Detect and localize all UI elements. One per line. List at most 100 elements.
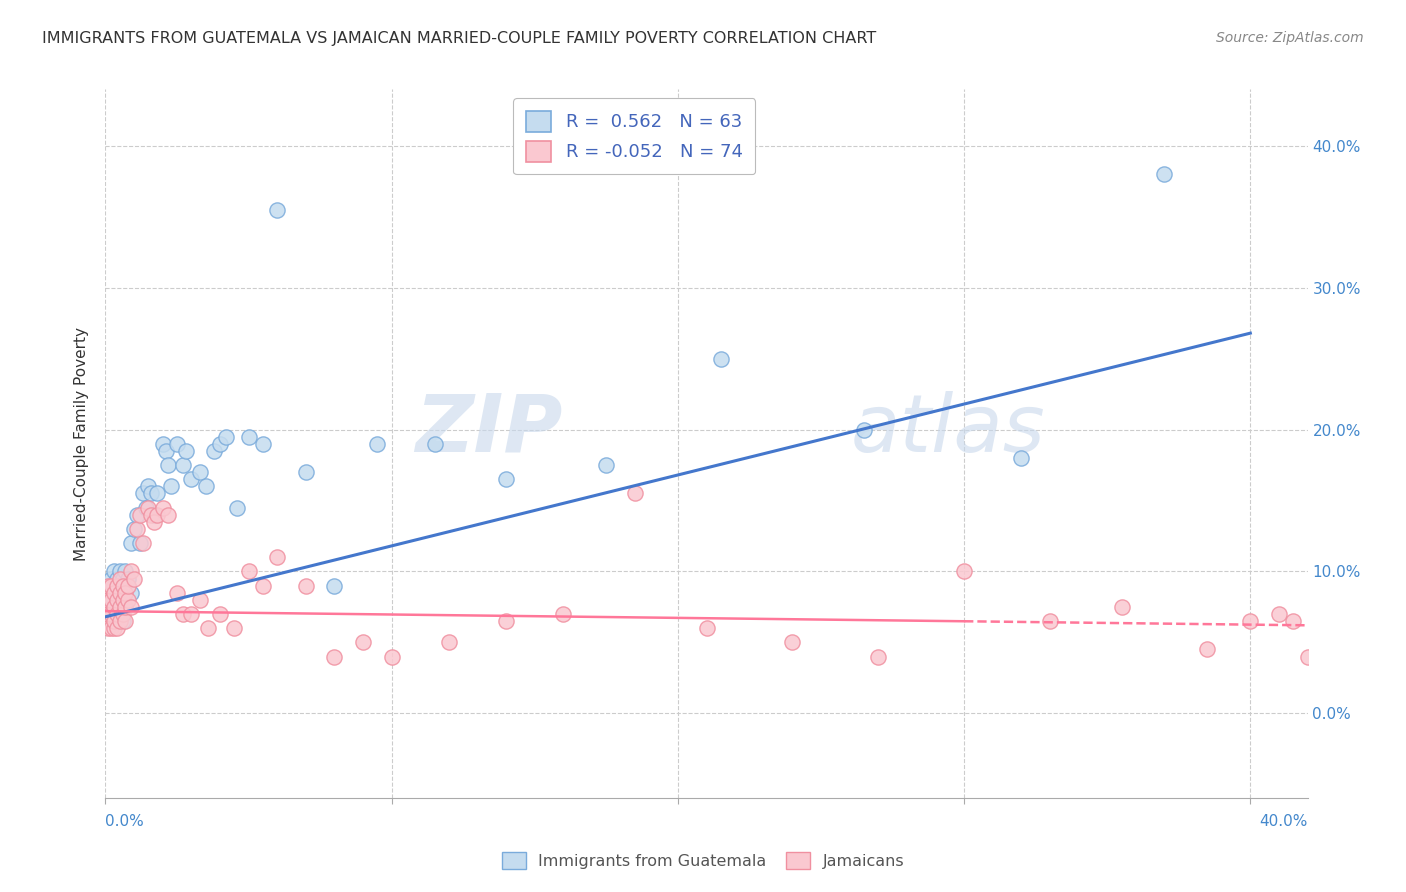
Point	[100, 621, 122, 635]
Point	[135, 500, 157, 515]
Point	[103, 599, 125, 614]
Text: 40.0%: 40.0%	[1260, 814, 1308, 829]
Point	[710, 351, 733, 366]
Text: Source: ZipAtlas.com: Source: ZipAtlas.com	[1216, 31, 1364, 45]
Point	[155, 443, 177, 458]
Point	[495, 614, 517, 628]
Point	[352, 635, 374, 649]
Point	[214, 430, 236, 444]
Point	[197, 621, 219, 635]
Point	[111, 614, 134, 628]
Point	[146, 508, 169, 522]
Point	[108, 614, 131, 628]
Point	[97, 607, 120, 621]
Point	[696, 621, 718, 635]
Point	[108, 572, 131, 586]
Point	[238, 430, 260, 444]
Point	[366, 436, 388, 450]
Point	[323, 649, 346, 664]
Point	[266, 202, 288, 217]
Point	[1268, 607, 1291, 621]
Point	[157, 458, 180, 472]
Point	[114, 599, 136, 614]
Point	[100, 572, 122, 586]
Point	[868, 649, 890, 664]
Point	[111, 572, 134, 586]
Point	[105, 607, 128, 621]
Point	[114, 565, 136, 579]
Point	[105, 621, 128, 635]
Point	[252, 578, 274, 592]
Point	[100, 599, 122, 614]
Point	[1348, 628, 1371, 642]
Point	[97, 578, 120, 592]
Point	[782, 635, 804, 649]
Point	[180, 472, 202, 486]
Point	[117, 578, 139, 592]
Text: ZIP: ZIP	[415, 391, 562, 468]
Point	[1310, 657, 1333, 671]
Point	[125, 522, 148, 536]
Text: 0.0%: 0.0%	[105, 814, 145, 829]
Point	[108, 592, 131, 607]
Point	[1197, 642, 1219, 657]
Point	[120, 599, 142, 614]
Point	[100, 585, 122, 599]
Point	[120, 585, 142, 599]
Point	[166, 436, 188, 450]
Point	[160, 479, 183, 493]
Point	[120, 565, 142, 579]
Point	[122, 572, 145, 586]
Point	[1296, 649, 1319, 664]
Point	[152, 500, 174, 515]
Point	[188, 465, 211, 479]
Point	[238, 565, 260, 579]
Point	[172, 458, 194, 472]
Point	[180, 607, 202, 621]
Point	[194, 479, 217, 493]
Point	[266, 550, 288, 565]
Point	[495, 472, 517, 486]
Point	[138, 500, 160, 515]
Point	[103, 585, 125, 599]
Point	[295, 465, 318, 479]
Point	[108, 585, 131, 599]
Point	[174, 443, 197, 458]
Point	[117, 578, 139, 592]
Text: IMMIGRANTS FROM GUATEMALA VS JAMAICAN MARRIED-COUPLE FAMILY POVERTY CORRELATION : IMMIGRANTS FROM GUATEMALA VS JAMAICAN MA…	[42, 31, 876, 46]
Point	[117, 572, 139, 586]
Point	[226, 500, 249, 515]
Point	[114, 599, 136, 614]
Point	[100, 592, 122, 607]
Point	[1282, 614, 1305, 628]
Point	[120, 536, 142, 550]
Point	[188, 592, 211, 607]
Point	[128, 536, 150, 550]
Point	[125, 508, 148, 522]
Point	[131, 536, 153, 550]
Point	[97, 578, 120, 592]
Point	[105, 572, 128, 586]
Point	[114, 585, 136, 599]
Point	[852, 423, 875, 437]
Point	[111, 578, 134, 592]
Point	[128, 508, 150, 522]
Point	[172, 607, 194, 621]
Point	[103, 607, 125, 621]
Point	[1324, 649, 1347, 664]
Point	[105, 614, 128, 628]
Point	[108, 599, 131, 614]
Point	[381, 649, 404, 664]
Point	[553, 607, 575, 621]
Point	[105, 592, 128, 607]
Point	[202, 443, 225, 458]
Text: atlas: atlas	[851, 391, 1046, 468]
Point	[141, 508, 163, 522]
Point	[953, 565, 976, 579]
Point	[624, 486, 647, 500]
Point	[114, 614, 136, 628]
Point	[1111, 599, 1133, 614]
Legend: R =  0.562   N = 63, R = -0.052   N = 74: R = 0.562 N = 63, R = -0.052 N = 74	[513, 98, 755, 174]
Point	[141, 486, 163, 500]
Point	[105, 585, 128, 599]
